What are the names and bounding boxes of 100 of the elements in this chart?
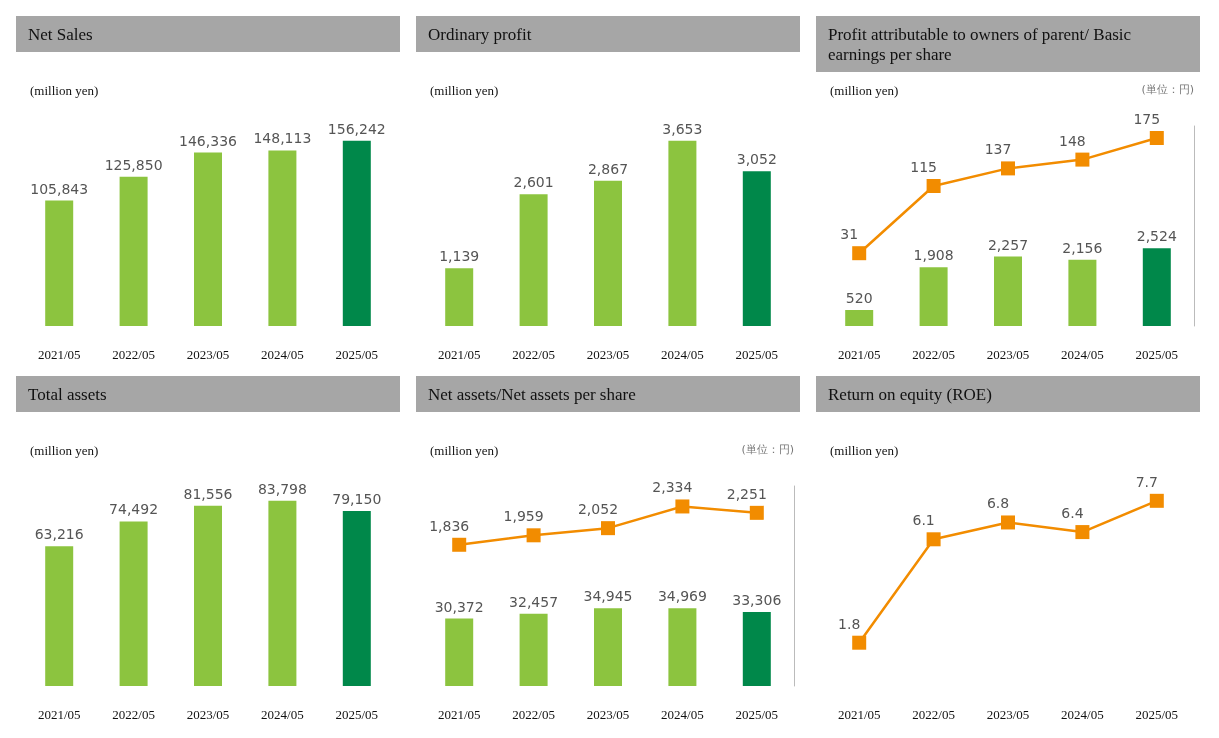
data-label: 2,257 xyxy=(987,236,1029,253)
x-tick-label: 2022/05 xyxy=(112,347,155,362)
point xyxy=(926,532,941,547)
data-label: 63,216 xyxy=(34,526,84,543)
x-tick-label: 2022/05 xyxy=(912,707,955,722)
x-tick-label: 2025/05 xyxy=(335,707,379,722)
bar xyxy=(342,140,371,326)
chart-title: Net assets/Net assets per share xyxy=(428,384,636,404)
data-label: 2,601 xyxy=(513,174,554,191)
point xyxy=(852,246,867,261)
bar xyxy=(119,521,148,686)
chart-title: Ordinary profit xyxy=(428,24,532,44)
x-tick-label: 2022/05 xyxy=(512,347,555,362)
bar xyxy=(194,505,222,686)
data-label: 3,653 xyxy=(662,120,703,137)
data-label: 79,150 xyxy=(332,491,382,508)
x-tick-label: 2023/05 xyxy=(986,707,1030,722)
data-label: 32,457 xyxy=(509,593,559,610)
x-tick-label: 2021/05 xyxy=(37,347,81,362)
x-tick-label: 2023/05 xyxy=(986,347,1030,362)
x-tick-label: 2025/05 xyxy=(1135,707,1179,722)
chart-subtitle: (million yen) xyxy=(30,443,99,458)
chart-subtitle: (million yen) xyxy=(30,83,99,98)
x-tick-label: 2023/05 xyxy=(186,707,230,722)
point xyxy=(1149,131,1164,145)
data-label: 520 xyxy=(845,290,873,306)
chart-title: Profit attributable to owners of parent/ Basic earnings per share xyxy=(828,24,1136,64)
data-label: 148,113 xyxy=(253,130,312,147)
point xyxy=(526,528,541,543)
x-tick-label: 2025/05 xyxy=(735,347,779,362)
bar xyxy=(845,310,874,326)
data-label: 156,242 xyxy=(327,120,386,137)
bar xyxy=(742,171,771,326)
chart-subtitle: (million yen) xyxy=(430,443,499,458)
data-label: 34,969 xyxy=(657,588,707,605)
point xyxy=(749,505,764,520)
bar xyxy=(742,611,771,686)
data-label: 3,052 xyxy=(736,151,777,168)
x-tick-label: 2025/05 xyxy=(735,707,779,722)
x-tick-label: 2021/05 xyxy=(837,347,881,362)
bar xyxy=(519,613,548,686)
text: (単位：円) xyxy=(741,443,795,456)
data-label: 146,336 xyxy=(179,132,238,149)
data-label: 115 xyxy=(910,159,937,175)
data-label: 1.8 xyxy=(838,615,861,632)
point xyxy=(452,537,467,552)
data-label: 1,959 xyxy=(503,508,544,525)
x-tick-label: 2025/05 xyxy=(335,347,379,362)
data-label: 2,251 xyxy=(726,485,767,502)
bar xyxy=(445,268,474,326)
point xyxy=(1001,161,1015,176)
x-tick-label: 2023/05 xyxy=(186,347,230,362)
point xyxy=(852,635,867,650)
bar xyxy=(919,267,948,326)
bar xyxy=(194,152,222,326)
point xyxy=(1075,152,1090,167)
data-label: 33,306 xyxy=(732,591,782,608)
bar xyxy=(594,608,622,686)
x-tick-label: 2021/05 xyxy=(837,707,881,722)
data-label: 2,524 xyxy=(1136,228,1177,245)
chart-title: Return on equity (ROE) xyxy=(828,384,992,404)
data-label: 6.1 xyxy=(912,512,935,529)
point xyxy=(1001,515,1015,530)
bar xyxy=(268,150,297,326)
x-tick-label: 2024/05 xyxy=(1061,707,1104,722)
bar xyxy=(994,256,1022,326)
x-tick-label: 2024/05 xyxy=(661,347,704,362)
data-label: 7.7 xyxy=(1135,473,1158,490)
bar xyxy=(45,200,74,326)
data-label: 137 xyxy=(984,141,1012,158)
x-tick-label: 2024/05 xyxy=(261,707,304,722)
x-tick-label: 2022/05 xyxy=(112,707,155,722)
data-label: 2,334 xyxy=(652,479,693,496)
bar xyxy=(594,180,622,326)
bar xyxy=(519,194,548,326)
x-tick-label: 2021/05 xyxy=(37,707,81,722)
x-tick-label: 2024/05 xyxy=(261,347,304,362)
data-label: 2,867 xyxy=(587,160,629,177)
bar xyxy=(342,511,371,686)
bar xyxy=(268,500,297,686)
chart-title: Net Sales xyxy=(28,24,93,44)
x-tick-label: 2021/05 xyxy=(437,707,481,722)
data-label: 34,945 xyxy=(583,588,633,605)
point xyxy=(601,521,615,536)
x-tick-label: 2024/05 xyxy=(661,707,704,722)
bar xyxy=(668,608,697,686)
data-label: 175 xyxy=(1133,111,1161,127)
data-label: 105,843 xyxy=(30,180,89,197)
data-label: 6.4 xyxy=(1061,505,1084,522)
bar xyxy=(119,176,148,326)
data-label: 1,908 xyxy=(913,247,954,264)
data-label: 1,139 xyxy=(439,248,480,265)
data-label: 6.8 xyxy=(986,495,1010,512)
data-label: 2,052 xyxy=(577,501,619,518)
x-tick-label: 2023/05 xyxy=(586,347,630,362)
x-tick-label: 2023/05 xyxy=(586,707,630,722)
x-tick-label: 2024/05 xyxy=(1061,347,1104,362)
data-label: 30,372 xyxy=(434,598,484,615)
data-label: 74,492 xyxy=(109,501,159,518)
bar xyxy=(1142,248,1171,326)
